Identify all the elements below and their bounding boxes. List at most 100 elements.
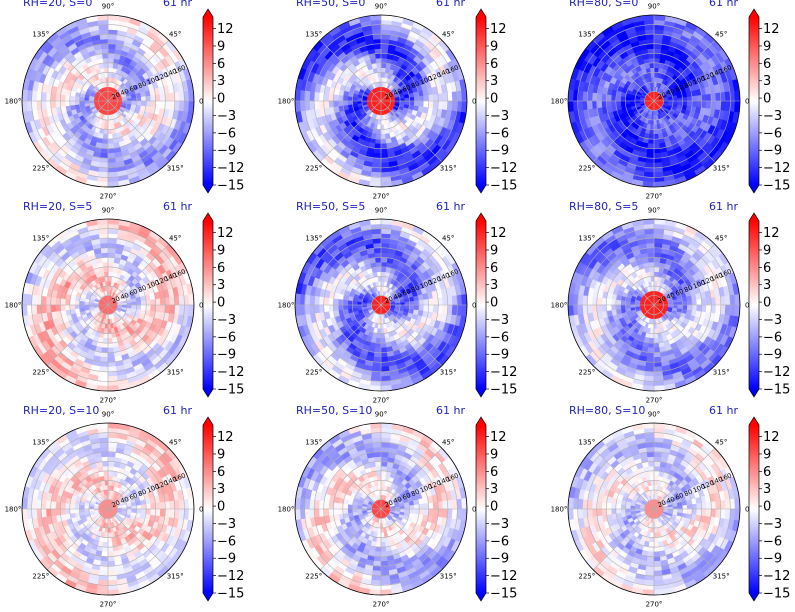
heatmap-cell — [437, 296, 444, 306]
heatmap-cell — [169, 91, 176, 102]
heatmap-cell — [644, 162, 655, 169]
heatmap-cell — [649, 124, 655, 130]
heatmap-cell — [136, 304, 142, 310]
heatmap-cell — [715, 100, 722, 111]
heatmap-cell — [101, 347, 109, 354]
heatmap-cell — [323, 100, 330, 109]
heatmap-cell — [372, 38, 382, 45]
heatmap-cell — [59, 304, 66, 312]
heatmap-cell — [59, 94, 66, 102]
heatmap-cell — [107, 237, 118, 244]
radial-tick-label: 40 — [392, 87, 403, 98]
angle-tick-label: 270° — [100, 397, 117, 405]
heatmap-cell — [648, 57, 655, 64]
heatmap-cell — [107, 33, 118, 40]
heatmap-cell — [380, 152, 389, 159]
grid-spoke — [380, 39, 443, 102]
angle-tick-label: 135° — [305, 30, 322, 38]
heatmap-cell — [107, 361, 117, 368]
heatmap-cell — [413, 304, 420, 311]
radial-tick-label: 80 — [137, 80, 148, 91]
grid-spoke — [46, 100, 109, 163]
grid-spoke — [380, 100, 443, 163]
heatmap-cell — [653, 38, 663, 45]
heatmap-cell — [373, 43, 382, 50]
colorbar-gradient — [476, 17, 486, 185]
heatmap-cell — [653, 148, 662, 154]
panel: 90°45°0°315°270°225°180°135°204060801001… — [5, 200, 207, 405]
colorbar-tick-label: 6 — [490, 57, 498, 72]
heatmap-cell — [691, 100, 698, 107]
heatmap-cell — [337, 100, 344, 107]
polar-frame — [567, 14, 741, 188]
heatmap-cell — [586, 100, 593, 111]
heatmap-cell — [55, 304, 61, 313]
heatmap-cell — [313, 304, 320, 315]
colorbar-tick-label: −6 — [490, 330, 509, 345]
heatmap-cell — [131, 100, 137, 106]
heatmap-cell — [126, 304, 133, 309]
heatmap-cell — [615, 95, 622, 102]
heatmap-cell — [375, 57, 382, 64]
colorbar-tick-label: −6 — [217, 330, 236, 345]
colorbar-tick-label: 0 — [217, 92, 225, 107]
radial-tick-label: 80 — [683, 80, 694, 91]
heatmap-cell — [356, 301, 363, 306]
heatmap-cell — [601, 93, 607, 102]
heatmap-cell — [647, 143, 655, 150]
colorbar-tick-label: 12 — [217, 22, 234, 37]
heatmap-cell — [380, 62, 387, 69]
heatmap-cell — [337, 299, 344, 306]
heatmap-cell — [646, 152, 655, 159]
heatmap-cell — [650, 323, 655, 330]
heatmap-cell — [373, 148, 382, 154]
heatmap-cell — [380, 72, 386, 78]
heatmap-cell — [22, 89, 28, 102]
colorbar-tick-label: −9 — [217, 348, 236, 363]
heatmap-cell — [653, 162, 664, 169]
heatmap-cell — [101, 256, 109, 263]
heatmap-cell — [701, 100, 707, 109]
heatmap-cell — [596, 100, 603, 109]
heatmap-cell — [610, 95, 617, 102]
heatmap-cell — [318, 304, 325, 314]
angle-tick-label: 225° — [305, 369, 322, 377]
heatmap-cell — [380, 280, 385, 287]
colorbar-tick-label: −15 — [490, 383, 517, 398]
heatmap-cell — [332, 298, 339, 306]
heatmap-cell — [107, 276, 113, 282]
heatmap-cell — [74, 300, 80, 306]
heatmap-cell — [413, 100, 420, 107]
heatmap-cell — [634, 302, 641, 306]
colorbar-tick-label: 9 — [490, 39, 498, 54]
panel-time: 61 hr — [436, 200, 465, 213]
colorbar-tick-label: −3 — [763, 109, 782, 124]
heatmap-cell — [423, 94, 430, 102]
grid-spoke — [319, 39, 382, 102]
heatmap-cell — [50, 100, 57, 109]
heatmap-cell — [100, 152, 109, 159]
heatmap-cell — [100, 252, 109, 258]
heatmap-cell — [629, 301, 636, 306]
radial-tick-label: 80 — [410, 80, 421, 91]
heatmap-cell — [380, 57, 387, 64]
heatmap-cell — [409, 304, 415, 310]
heatmap-cell — [672, 304, 679, 309]
heatmap-cell — [375, 261, 382, 268]
heatmap-cell — [376, 129, 382, 135]
heatmap-cell — [667, 100, 674, 104]
heatmap-cell — [328, 297, 334, 306]
colorbar-tick-label: −3 — [217, 313, 236, 328]
colorbar-extend-min — [476, 185, 486, 193]
heatmap-cell — [107, 152, 116, 159]
heatmap-cell — [620, 96, 626, 102]
heatmap-cell — [437, 92, 444, 102]
heatmap-cell — [107, 57, 114, 64]
colorbar-tick-label: −12 — [490, 365, 517, 380]
